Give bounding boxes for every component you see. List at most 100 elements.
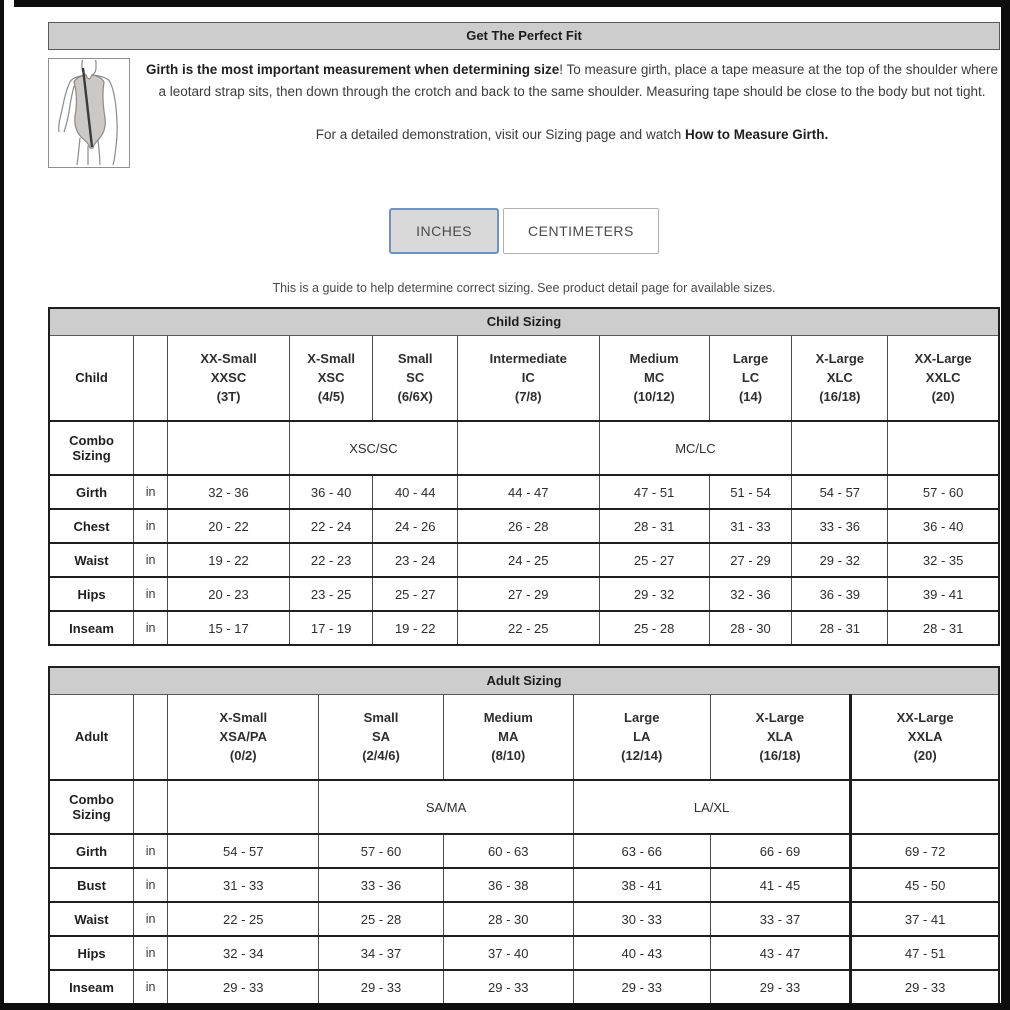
size-value-cell: 41 - 45 — [709, 867, 852, 903]
size-column-header: X-Large XLA (16/18) — [709, 693, 852, 781]
sizing-guide-note: This is a guide to help determine correc… — [272, 281, 776, 295]
size-numbers: (7/8) — [514, 389, 542, 405]
size-value-cell: 36 - 40 — [887, 508, 1000, 544]
adult-sizing-table: Adult Sizing Adult X-Small XSA/PA (0/2) Small… — [48, 666, 1000, 1003]
combo-cell — [887, 420, 1000, 476]
size-value-cell: 29 - 33 — [572, 969, 711, 1003]
measurement-unit: in — [133, 576, 169, 612]
measurement-label: Inseam — [48, 610, 135, 646]
demo-line: For a detailed demonstration, visit our … — [315, 127, 829, 142]
size-column-header: XX-Large XXLC (20) — [887, 334, 1000, 422]
size-value-cell: 23 - 25 — [288, 576, 374, 612]
table-corner-label: Child — [48, 334, 135, 422]
size-name: Intermediate — [489, 351, 567, 367]
size-value-cell: 37 - 40 — [442, 935, 574, 971]
size-value-cell: 28 - 31 — [598, 508, 710, 544]
size-value-cell: 54 - 57 — [791, 474, 889, 510]
centimeters-button[interactable]: CENTIMETERS — [503, 208, 659, 254]
size-numbers: (20) — [913, 748, 937, 764]
size-value-cell: 29 - 32 — [791, 542, 889, 578]
size-value-cell: 29 - 33 — [849, 969, 1000, 1003]
size-value-cell: 51 - 54 — [708, 474, 793, 510]
measurement-label: Inseam — [48, 969, 135, 1003]
size-code: MC — [644, 370, 665, 386]
size-value-cell: 24 - 26 — [372, 508, 458, 544]
size-column-header: XX-Large XXLA (20) — [849, 693, 1000, 781]
measurement-unit: in — [133, 610, 169, 646]
page-background: Get The Perfect Fit — [4, 7, 1001, 1003]
size-value-cell: 20 - 22 — [167, 508, 290, 544]
size-numbers: (16/18) — [759, 748, 801, 764]
size-numbers: (16/18) — [819, 389, 861, 405]
measurement-unit: in — [133, 833, 169, 869]
size-value-cell: 29 - 33 — [442, 969, 574, 1003]
inches-button[interactable]: INCHES — [389, 208, 500, 254]
size-column-header: Small SC (6/6X) — [372, 334, 458, 422]
combo-row-label: Combo Sizing — [48, 420, 135, 476]
measurement-row: Chest in 20 - 22 22 - 24 24 - 26 26 - 28 28 - … — [48, 508, 1000, 544]
size-value-cell: 69 - 72 — [849, 833, 1000, 869]
size-value-cell: 28 - 30 — [708, 610, 793, 646]
size-numbers: (12/14) — [621, 748, 663, 764]
size-numbers: (3T) — [216, 389, 241, 405]
size-name: Small — [363, 710, 399, 726]
child-sizing-table-section: Child Sizing Child XX-Small XXSC (3T) X-Small… — [48, 307, 1000, 646]
size-numbers: (20) — [931, 389, 955, 405]
combo-cell — [791, 420, 889, 476]
size-value-cell: 57 - 60 — [887, 474, 1000, 510]
combo-sizing-row: Combo Sizing XSC/SC MC/LC — [48, 420, 1000, 476]
measurement-row: Waist in 19 - 22 22 - 23 23 - 24 24 - 25 25 - … — [48, 542, 1000, 578]
size-name: X-Small — [307, 351, 355, 367]
measurement-unit: in — [133, 935, 169, 971]
table-title-row: Child Sizing — [48, 307, 1000, 336]
measurement-label: Chest — [48, 508, 135, 544]
size-value-cell: 30 - 33 — [572, 901, 711, 937]
combo-cell: MC/LC — [598, 420, 793, 476]
size-name: XX-Large — [914, 351, 972, 367]
size-value-cell: 26 - 28 — [456, 508, 600, 544]
size-name: X-Small — [219, 710, 268, 726]
size-value-cell: 29 - 33 — [318, 969, 444, 1003]
size-value-cell: 37 - 41 — [849, 901, 1000, 937]
measurement-row: Girth in 54 - 57 57 - 60 60 - 63 63 - 66 66 - … — [48, 833, 1000, 869]
size-value-cell: 34 - 37 — [318, 935, 444, 971]
size-value-cell: 47 - 51 — [849, 935, 1000, 971]
measurement-unit: in — [133, 508, 169, 544]
size-code: LC — [741, 370, 760, 386]
size-value-cell: 28 - 31 — [887, 610, 1000, 646]
size-column-header: Large LC (14) — [708, 334, 793, 422]
combo-cell — [167, 420, 290, 476]
size-code: XSC — [317, 370, 345, 386]
size-name: Medium — [483, 710, 533, 726]
size-numbers: (14) — [738, 389, 763, 405]
intro-section: Girth is the most important measurement … — [48, 56, 1000, 168]
unit-header-cell — [133, 334, 169, 422]
size-value-cell: 63 - 66 — [572, 833, 711, 869]
size-value-cell: 47 - 51 — [598, 474, 710, 510]
size-numbers: (0/2) — [229, 748, 257, 764]
measurement-row: Inseam in 15 - 17 17 - 19 19 - 22 22 - 25 25 -… — [48, 610, 1000, 646]
size-value-cell: 39 - 41 — [887, 576, 1000, 612]
table-title: Child Sizing — [48, 307, 1000, 336]
size-value-cell: 25 - 27 — [598, 542, 710, 578]
size-value-cell: 17 - 19 — [288, 610, 374, 646]
girth-measurement-illustration — [48, 56, 130, 168]
size-value-cell: 32 - 36 — [708, 576, 793, 612]
size-code: XSA/PA — [219, 729, 267, 745]
size-value-cell: 22 - 23 — [288, 542, 374, 578]
table-title-row: Adult Sizing — [48, 666, 1000, 695]
size-column-header: XX-Small XXSC (3T) — [167, 334, 290, 422]
size-value-cell: 40 - 43 — [572, 935, 711, 971]
size-column-header: Large LA (12/14) — [572, 693, 711, 781]
combo-row-label: Combo Sizing — [48, 779, 135, 835]
size-code: LA — [633, 729, 651, 745]
combo-cell: SA/MA — [318, 779, 574, 835]
size-value-cell: 29 - 32 — [598, 576, 710, 612]
size-code: XLA — [766, 729, 793, 745]
size-column-header: Medium MC (10/12) — [598, 334, 710, 422]
size-numbers: (10/12) — [633, 389, 675, 405]
size-code: XXLC — [925, 370, 961, 386]
size-value-cell: 33 - 37 — [709, 901, 852, 937]
size-value-cell: 25 - 28 — [318, 901, 444, 937]
adult-sizing-table-section: Adult Sizing Adult X-Small XSA/PA (0/2) Small… — [48, 666, 1000, 1003]
